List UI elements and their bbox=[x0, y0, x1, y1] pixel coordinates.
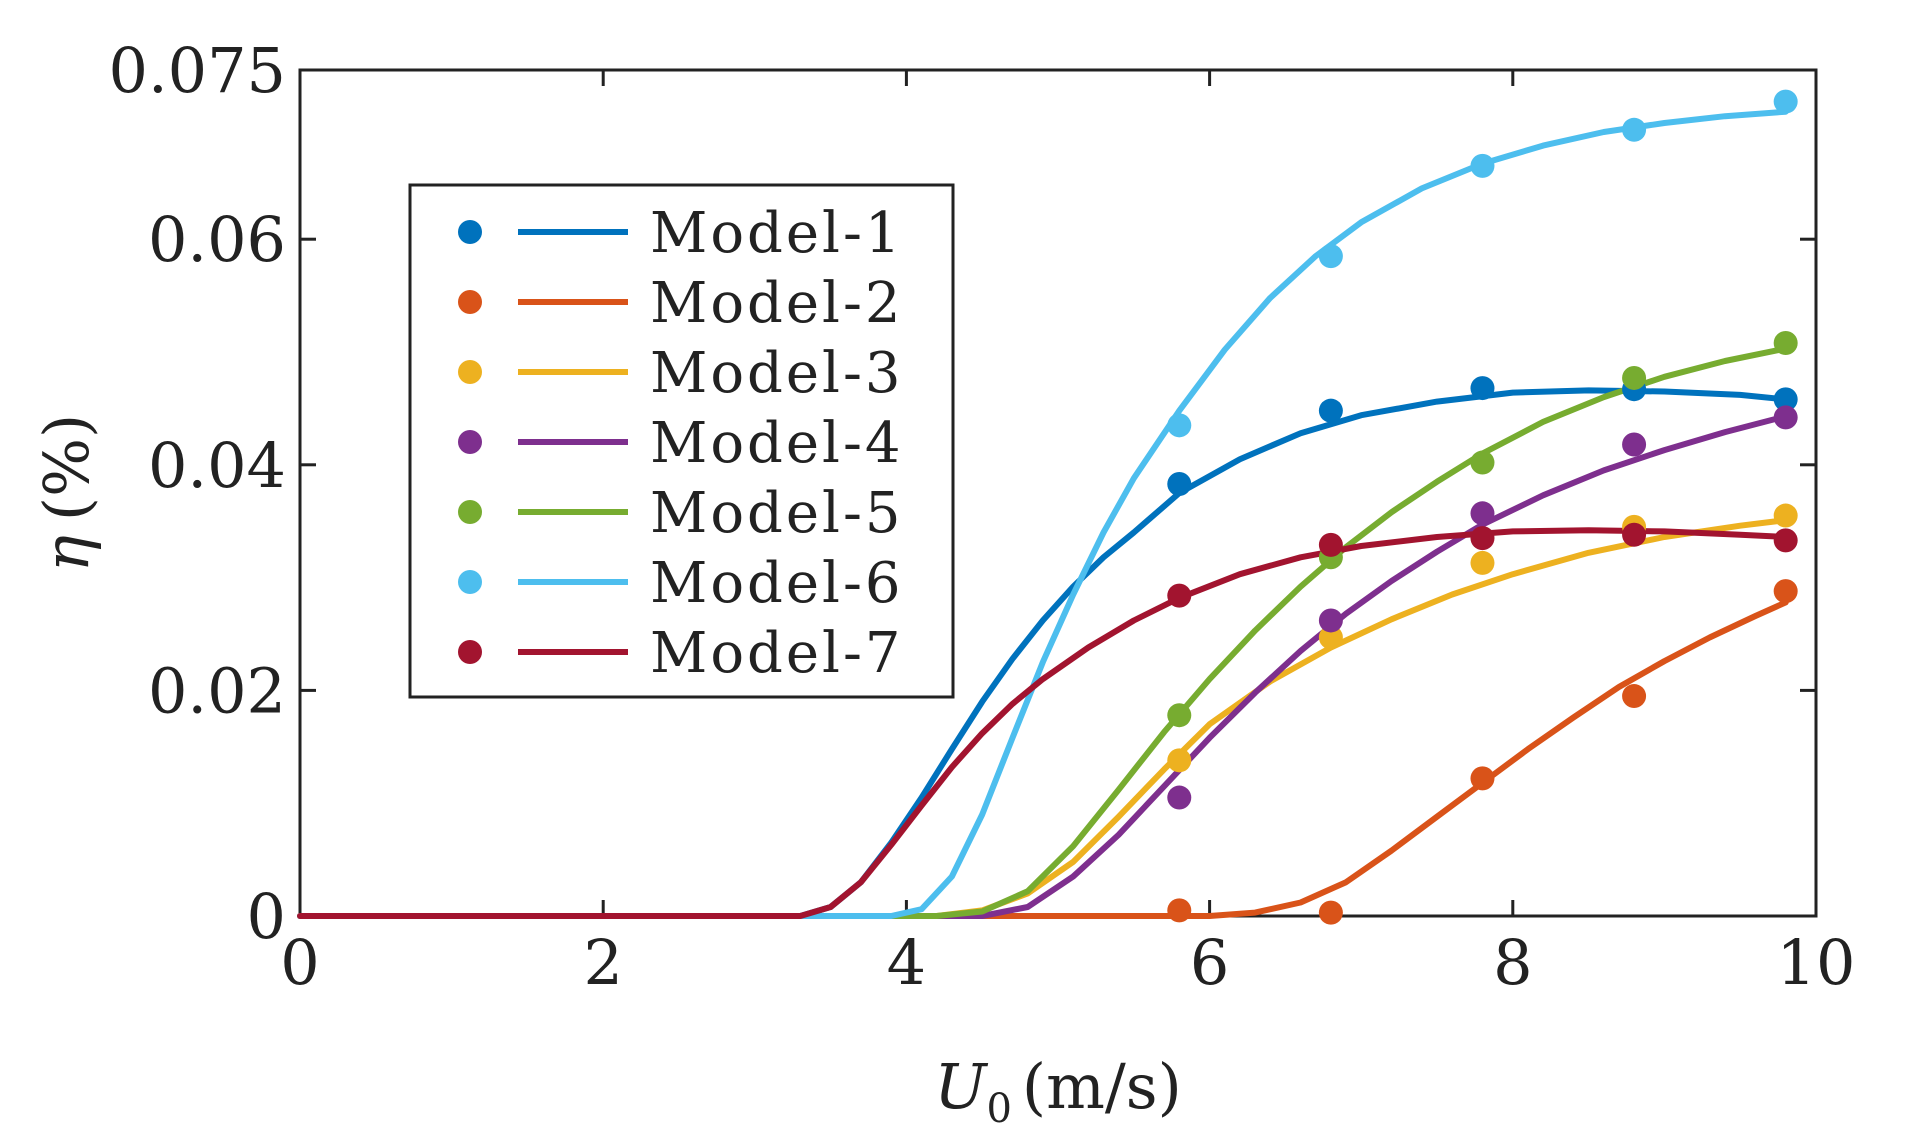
data-point bbox=[1167, 471, 1192, 496]
legend: Model-1Model-2Model-3Model-4Model-5Model… bbox=[408, 183, 955, 699]
y-axis-var: η bbox=[30, 535, 103, 572]
x-tick-label: 6 bbox=[1190, 926, 1229, 999]
data-point bbox=[1318, 398, 1343, 423]
x-tick-label: 8 bbox=[1493, 926, 1532, 999]
data-point bbox=[1167, 748, 1192, 773]
data-point bbox=[1773, 528, 1798, 553]
x-tick-label: 2 bbox=[583, 926, 622, 999]
x-axis-unit: (m/s) bbox=[1022, 1050, 1182, 1123]
x-tick-label: 0 bbox=[280, 926, 319, 999]
data-point bbox=[1470, 450, 1495, 475]
legend-marker bbox=[458, 220, 482, 244]
data-point bbox=[1773, 330, 1798, 355]
series-markers bbox=[1167, 89, 1798, 925]
y-tick-label: 0 bbox=[247, 880, 286, 953]
axis-ticks: 0 2 4 6 8 10 0 0.02 0.04 0.06 0.075 bbox=[109, 34, 1856, 999]
data-point bbox=[1470, 526, 1495, 551]
data-point bbox=[1470, 766, 1495, 791]
data-point bbox=[1622, 522, 1647, 547]
data-point bbox=[1167, 785, 1192, 810]
data-point bbox=[1318, 532, 1343, 557]
legend-label: Model-2 bbox=[650, 271, 904, 336]
legend-label: Model-5 bbox=[650, 481, 904, 546]
y-tick-label: 0.06 bbox=[148, 203, 286, 276]
data-point bbox=[1470, 376, 1495, 401]
data-point bbox=[1470, 550, 1495, 575]
data-point bbox=[1773, 503, 1798, 528]
legend-label: Model-4 bbox=[650, 411, 904, 476]
y-tick-label: 0.02 bbox=[148, 654, 286, 727]
y-axis-label: η (%) bbox=[30, 414, 103, 572]
x-tick-label: 10 bbox=[1777, 926, 1856, 999]
legend-marker bbox=[458, 290, 482, 314]
data-point bbox=[1622, 684, 1647, 709]
legend-marker bbox=[458, 500, 482, 524]
legend-marker bbox=[458, 360, 482, 384]
data-point bbox=[1470, 501, 1495, 526]
legend-marker bbox=[458, 640, 482, 664]
data-point bbox=[1470, 153, 1495, 178]
data-point bbox=[1773, 89, 1798, 114]
data-point bbox=[1167, 898, 1192, 923]
series-line-6 bbox=[297, 108, 1789, 919]
data-point bbox=[1773, 579, 1798, 604]
data-point bbox=[1167, 703, 1192, 728]
legend-marker bbox=[458, 570, 482, 594]
data-point bbox=[1622, 432, 1647, 457]
series-line-5 bbox=[297, 345, 1789, 919]
x-axis-sub: 0 bbox=[986, 1086, 1011, 1132]
x-tick-label: 4 bbox=[887, 926, 926, 999]
data-point bbox=[1318, 244, 1343, 269]
data-point bbox=[1773, 405, 1798, 430]
legend-label: Model-6 bbox=[650, 551, 904, 616]
legend-marker bbox=[458, 430, 482, 454]
legend-box bbox=[408, 183, 955, 699]
data-point bbox=[1773, 387, 1798, 412]
legend-label: Model-3 bbox=[650, 341, 904, 406]
series-line-7 bbox=[297, 527, 1789, 919]
x-axis-var: U bbox=[934, 1050, 988, 1123]
data-point bbox=[1318, 608, 1343, 633]
y-tick-label: 0.075 bbox=[109, 34, 287, 107]
data-point bbox=[1318, 900, 1343, 925]
legend-label: Model-7 bbox=[650, 621, 904, 686]
x-axis-label: U0 (m/s) bbox=[934, 1050, 1182, 1132]
data-point bbox=[1622, 117, 1647, 142]
y-tick-label: 0.04 bbox=[148, 429, 286, 502]
legend-label: Model-1 bbox=[650, 201, 904, 266]
data-point bbox=[1167, 413, 1192, 438]
legend-items: Model-1Model-2Model-3Model-4Model-5Model… bbox=[458, 201, 904, 686]
data-point bbox=[1622, 365, 1647, 390]
y-axis-unit: (%) bbox=[30, 414, 103, 521]
data-point bbox=[1318, 625, 1343, 650]
data-point bbox=[1167, 583, 1192, 608]
